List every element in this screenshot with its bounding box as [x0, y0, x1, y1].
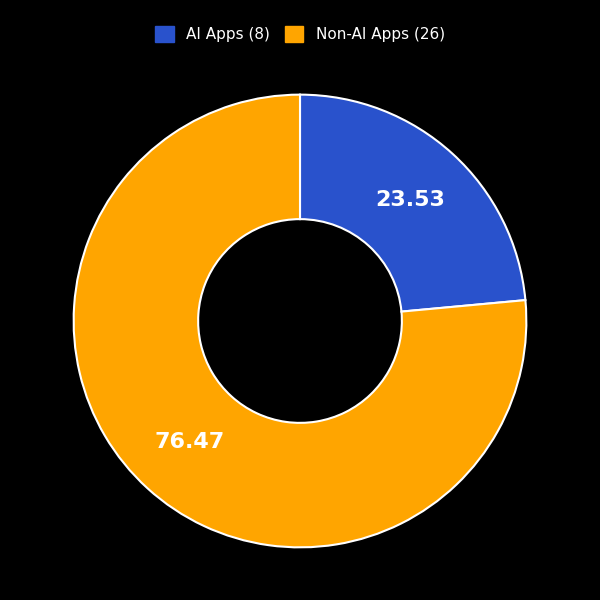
- Text: 23.53: 23.53: [376, 190, 446, 210]
- Text: 76.47: 76.47: [154, 432, 224, 452]
- Legend: AI Apps (8), Non-AI Apps (26): AI Apps (8), Non-AI Apps (26): [149, 20, 451, 48]
- Wedge shape: [300, 95, 526, 311]
- Wedge shape: [74, 95, 526, 547]
